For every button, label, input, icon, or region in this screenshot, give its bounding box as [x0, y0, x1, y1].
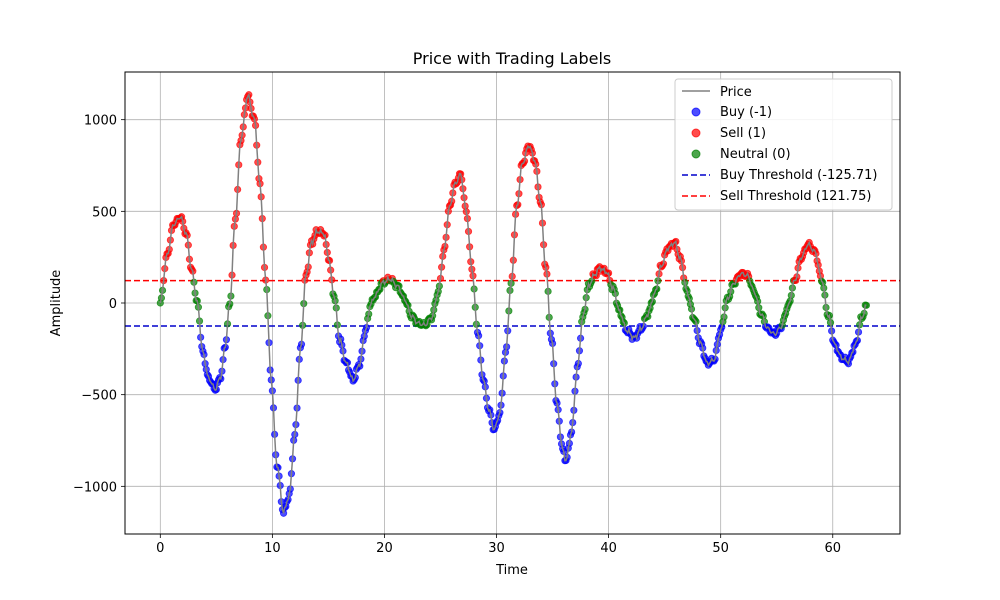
legend-label-sell-threshold: Sell Threshold (121.75): [720, 189, 871, 204]
y-tick-label: −500: [81, 389, 117, 404]
y-axis-label: Amplitude: [49, 270, 64, 337]
legend-marker-sell: [691, 128, 701, 138]
legend-label-buy: Buy (-1): [720, 105, 772, 120]
y-tick-label: −1000: [73, 480, 117, 495]
y-tick-label: 500: [92, 205, 117, 220]
legend-label-buy-threshold: Buy Threshold (-125.71): [720, 168, 878, 183]
y-tick-label: 1000: [84, 114, 117, 129]
x-tick-label: 60: [824, 541, 841, 556]
price-line: [159, 92, 867, 514]
y-tick-label: 0: [109, 297, 117, 312]
legend-label-neutral: Neutral (0): [720, 147, 791, 162]
x-tick-label: 20: [376, 541, 393, 556]
series-layer: [156, 91, 870, 517]
grid: [125, 72, 900, 534]
x-tick-label: 10: [264, 541, 281, 556]
legend-box: [674, 78, 893, 211]
x-axis-label: Time: [495, 563, 528, 578]
legend-label-sell: Sell (1): [720, 126, 766, 141]
x-tick-label: 40: [600, 541, 617, 556]
x-tick-label: 0: [156, 541, 164, 556]
legend-marker-buy: [691, 107, 701, 117]
y-axis-ticks: −1000 −500 0 500 1000: [73, 114, 125, 495]
chart-title: Price with Trading Labels: [413, 49, 611, 68]
legend-marker-neutral: [691, 149, 701, 159]
legend-label-price: Price: [720, 85, 752, 100]
x-tick-label: 30: [488, 541, 505, 556]
x-tick-label: 50: [712, 541, 729, 556]
x-axis-ticks: 0 10 20 30 40 50 60: [156, 534, 841, 556]
legend: Price Buy (-1) Sell (1) Neutral (0) Buy …: [674, 78, 893, 211]
